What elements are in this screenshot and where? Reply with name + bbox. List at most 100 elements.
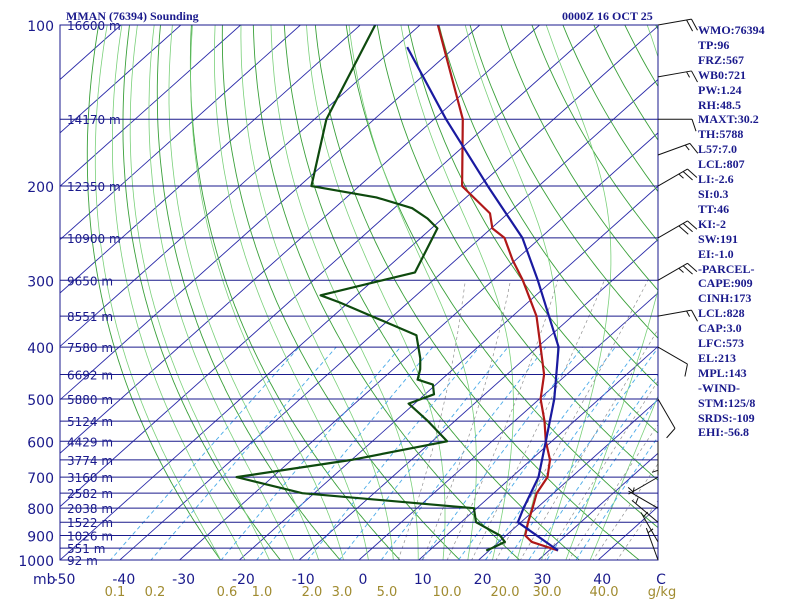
height-label: 2582 m (67, 487, 113, 501)
wind-barb-flag (687, 168, 698, 178)
height-label: 1522 m (67, 516, 113, 530)
wet-bulb-guide-line (422, 280, 511, 560)
dry-adiabat-line (283, 25, 581, 560)
index-item: TH:5788 (698, 127, 744, 142)
index-item: SRDS:-109 (698, 410, 755, 425)
moist-adiabat-line (94, 25, 222, 560)
wind-barb (657, 70, 698, 83)
index-item: CAPE:909 (698, 276, 753, 291)
pressure-tick-label: 1000 (18, 554, 54, 570)
wind-barb (657, 346, 688, 377)
pressure-tick-label: 800 (27, 502, 54, 518)
wind-barb-staff (657, 346, 688, 365)
moist-adiabat-line (589, 395, 658, 560)
isotherm-line (60, 25, 182, 134)
wind-barb (657, 168, 698, 187)
dry-adiabat-line (122, 25, 281, 560)
wind-barb (628, 487, 659, 509)
moist-adiabat-line (190, 25, 344, 560)
height-label: 551 m (67, 542, 105, 556)
wind-barb (657, 309, 698, 322)
temperature-tick-label: -30 (172, 572, 195, 588)
index-item: TP:96 (698, 37, 730, 52)
height-label: 3774 m (67, 454, 113, 468)
wind-barb-staff (657, 142, 691, 156)
index-item: EI:-1.0 (698, 246, 734, 261)
moist-adiabat-line (400, 25, 514, 560)
height-label: 9650 m (67, 274, 113, 288)
pressure-tick-label: 700 (27, 471, 54, 487)
moist-adiabat-line (240, 25, 394, 560)
dry-adiabat-line (469, 25, 658, 339)
moist-adiabat-line (129, 25, 270, 560)
mixing-ratio-line (546, 397, 658, 560)
wet-bulb-guide-line (446, 280, 559, 560)
temperature-tick-label: 20 (474, 572, 492, 588)
height-label: 4429 m (67, 435, 113, 449)
wind-barb-half-flag (635, 497, 639, 504)
wind-barb (651, 441, 659, 476)
dry-adiabat-line (345, 25, 658, 529)
isotherm-line (60, 25, 600, 508)
height-label: 2038 m (67, 502, 113, 516)
wind-barb-half-flag (632, 487, 635, 494)
wind-barb-flag (687, 220, 698, 230)
wind-barb-half-flag (651, 469, 659, 473)
wind-barb-half-flag (627, 487, 634, 493)
wind-barb-half-flag (686, 71, 691, 78)
wind-barb-staff (657, 309, 692, 317)
index-item: LCL:828 (698, 306, 745, 321)
height-label: 5124 m (67, 415, 113, 429)
index-item: MAXT:30.2 (698, 112, 759, 127)
height-label: 1026 m (67, 530, 113, 544)
dewpoint-line (235, 25, 506, 552)
moist-adiabat-line (348, 25, 477, 560)
wind-barb-flag (682, 265, 693, 275)
isotherm-line (239, 185, 658, 560)
wind-barb-flag (689, 143, 699, 154)
pressure-tick-label: 100 (27, 19, 54, 35)
height-label: 8551 m (67, 310, 113, 324)
wet-bulb-guide-line (471, 280, 605, 560)
moist-adiabat-line (168, 25, 320, 560)
index-item: LCL:807 (698, 157, 745, 172)
pressure-tick-label: 600 (27, 435, 54, 451)
mixing-ratio-label: 20.0 (491, 585, 520, 600)
index-item: LFC:573 (698, 336, 744, 351)
mixing-ratio-line (307, 346, 480, 560)
index-item: PW:1.24 (698, 82, 742, 97)
index-item: EL:213 (698, 350, 737, 365)
dry-adiabat-line (376, 25, 658, 481)
wet-bulb-guide-line (568, 423, 658, 560)
index-item: RH:48.5 (698, 97, 741, 112)
wind-barb-staff (645, 527, 659, 561)
dry-adiabat-line (156, 25, 341, 560)
temperature-line (436, 25, 559, 552)
wind-barb-staff (640, 512, 659, 543)
wind-barb-half-flag (678, 173, 684, 179)
height-label: 14170 m (67, 113, 121, 127)
dry-adiabat-line (252, 25, 521, 560)
isotherm-line (60, 25, 481, 401)
isotherm-line (60, 25, 301, 241)
mixing-ratio-line (220, 346, 401, 560)
mixing-ratio-line (421, 346, 583, 560)
wind-barb-flag (687, 262, 698, 273)
isotherm-line (358, 292, 658, 560)
temperature-tick-label: 30 (533, 572, 551, 588)
wind-barb (658, 118, 697, 132)
wet-bulb-guide-line (544, 380, 658, 560)
moist-adiabat-line (148, 25, 295, 560)
mixing-ratio-label: 2.0 (302, 585, 323, 600)
index-item: WMO:76394 (698, 23, 765, 37)
dry-adiabat-line (314, 25, 640, 560)
wind-barb (657, 262, 698, 281)
isotherm-line (60, 25, 540, 454)
index-item: STM:125/8 (698, 395, 756, 410)
index-item: -PARCEL- (698, 261, 755, 276)
wind-barb-flag (682, 171, 693, 181)
isotherm-line (179, 132, 658, 560)
wind-barb (627, 476, 659, 495)
mixing-ratio-unit: g/kg (648, 585, 676, 600)
